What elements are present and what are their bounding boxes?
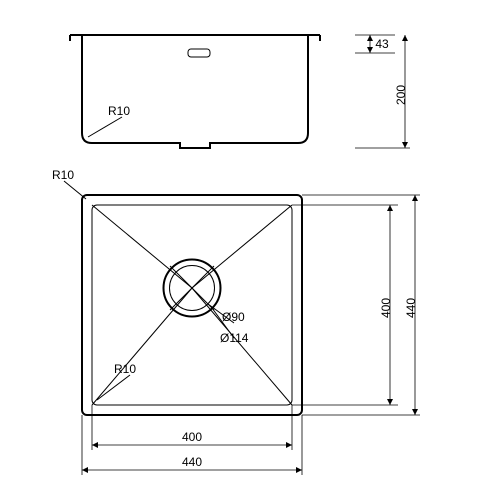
technical-drawing: R10 43 200 R10 bbox=[0, 0, 500, 500]
dim-right-400: 400 bbox=[379, 298, 393, 318]
dim-right-440: 440 bbox=[404, 298, 418, 318]
drain-114: Ø114 bbox=[220, 331, 249, 345]
dim-bottom-440: 440 bbox=[182, 455, 202, 469]
dim-depth-200: 200 bbox=[394, 85, 408, 105]
side-view: R10 bbox=[70, 35, 320, 148]
dim-lip-43: 43 bbox=[375, 37, 389, 51]
drain-90: Ø90 bbox=[222, 310, 245, 324]
side-dimensions: 43 200 bbox=[355, 35, 410, 148]
top-view-right-dims: 400 440 bbox=[292, 195, 420, 415]
top-r10-outer: R10 bbox=[52, 168, 74, 182]
top-view: R10 R10 Ø90 Ø114 bbox=[52, 168, 302, 415]
dim-bottom-400: 400 bbox=[182, 430, 202, 444]
side-radius-label: R10 bbox=[108, 104, 130, 118]
top-r10-inner: R10 bbox=[114, 362, 136, 376]
